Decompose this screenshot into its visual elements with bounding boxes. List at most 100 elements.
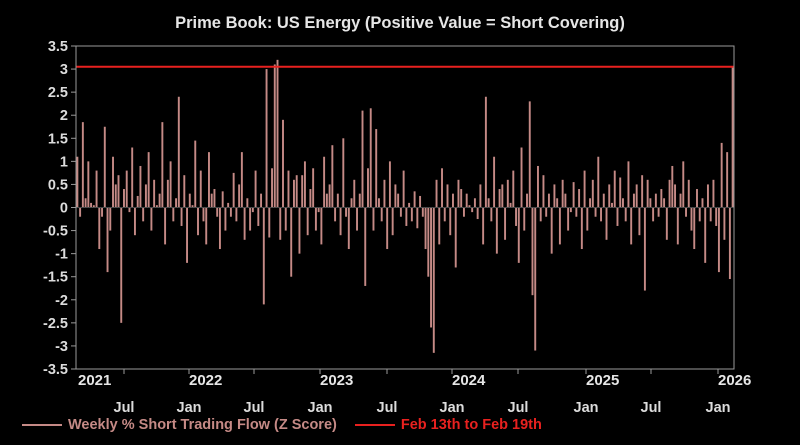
- bar: [597, 156, 600, 208]
- bar: [117, 175, 120, 208]
- bar: [652, 207, 655, 222]
- bar: [665, 207, 668, 240]
- bar: [465, 193, 468, 208]
- bar: [668, 179, 671, 208]
- month-label: Jan: [308, 400, 333, 416]
- bar: [323, 156, 326, 208]
- bar: [676, 207, 679, 245]
- bar: [556, 198, 559, 208]
- bar: [611, 202, 613, 208]
- bar: [646, 179, 649, 208]
- bar: [147, 152, 150, 208]
- bar: [402, 170, 405, 208]
- bar: [567, 207, 570, 231]
- bar: [158, 193, 161, 208]
- bar: [114, 184, 117, 208]
- legend: Weekly % Short Trading Flow (Z Score) Fe…: [22, 417, 560, 433]
- bar: [558, 207, 561, 245]
- bar: [232, 172, 235, 208]
- bar: [542, 175, 545, 208]
- y-tick-label: -0.5: [43, 224, 68, 240]
- year-label: 2026: [718, 372, 751, 389]
- bar: [123, 189, 125, 208]
- bar: [229, 207, 232, 217]
- bar: [279, 207, 282, 240]
- bar: [490, 207, 493, 222]
- bar: [471, 207, 474, 213]
- y-tick-label: -1.5: [43, 270, 68, 286]
- legend-label-flow: Weekly % Short Trading Flow (Z Score): [68, 417, 337, 433]
- bar: [273, 64, 276, 208]
- bar: [183, 175, 186, 208]
- month-label: Jan: [177, 400, 202, 416]
- y-tick-label: 0: [60, 201, 68, 217]
- bar: [495, 207, 498, 254]
- bar: [550, 207, 553, 254]
- bar: [221, 191, 224, 208]
- bar: [473, 198, 476, 208]
- bar: [109, 207, 112, 231]
- bar: [298, 207, 301, 254]
- bar: [177, 96, 180, 208]
- bar: [205, 207, 208, 245]
- bar: [589, 198, 592, 208]
- year-label: 2025: [586, 372, 619, 389]
- bar: [347, 207, 350, 250]
- bar: [537, 165, 539, 208]
- bar: [356, 207, 358, 231]
- bar: [271, 168, 273, 208]
- bar: [369, 108, 372, 208]
- bar: [106, 207, 109, 273]
- bar: [709, 207, 712, 222]
- bar: [103, 126, 106, 208]
- bar: [191, 205, 194, 208]
- bar: [246, 198, 249, 208]
- bar: [693, 207, 696, 250]
- bar: [569, 207, 572, 213]
- bar: [150, 207, 153, 231]
- bar: [350, 198, 353, 208]
- bar: [375, 129, 378, 208]
- bar: [287, 170, 290, 208]
- bar: [643, 207, 646, 291]
- bar: [498, 189, 501, 208]
- bar: [509, 202, 512, 208]
- bar: [531, 207, 534, 296]
- chart-title: Prime Book: US Energy (Positive Value = …: [175, 14, 625, 32]
- bar: [218, 207, 221, 250]
- bar: [479, 184, 482, 208]
- bar: [572, 182, 575, 208]
- bar: [325, 193, 328, 208]
- bar: [194, 140, 197, 208]
- bar: [723, 207, 726, 240]
- bar: [632, 193, 635, 208]
- bar: [210, 193, 213, 208]
- bar: [454, 207, 457, 268]
- bar: [630, 207, 633, 245]
- bar: [180, 207, 183, 226]
- legend-item-flow: Weekly % Short Trading Flow (Z Score): [22, 417, 337, 433]
- bar: [320, 207, 323, 245]
- bar: [654, 193, 657, 208]
- bar: [701, 198, 704, 208]
- bar: [441, 168, 443, 208]
- bar: [468, 205, 471, 208]
- bar: [627, 161, 630, 208]
- bar: [268, 207, 271, 238]
- bar: [309, 189, 312, 208]
- bar: [613, 170, 616, 208]
- bar: [512, 170, 515, 208]
- bar: [155, 205, 158, 208]
- bar: [663, 198, 666, 208]
- bar: [586, 207, 589, 231]
- bar: [690, 207, 693, 231]
- month-label: Jul: [377, 400, 398, 416]
- bar: [186, 207, 188, 263]
- bar: [580, 207, 583, 250]
- bar: [674, 184, 677, 208]
- bar: [704, 207, 707, 263]
- bar: [136, 195, 139, 208]
- bar: [303, 161, 306, 208]
- y-tick-label: -3.5: [43, 362, 68, 378]
- bar: [79, 207, 82, 217]
